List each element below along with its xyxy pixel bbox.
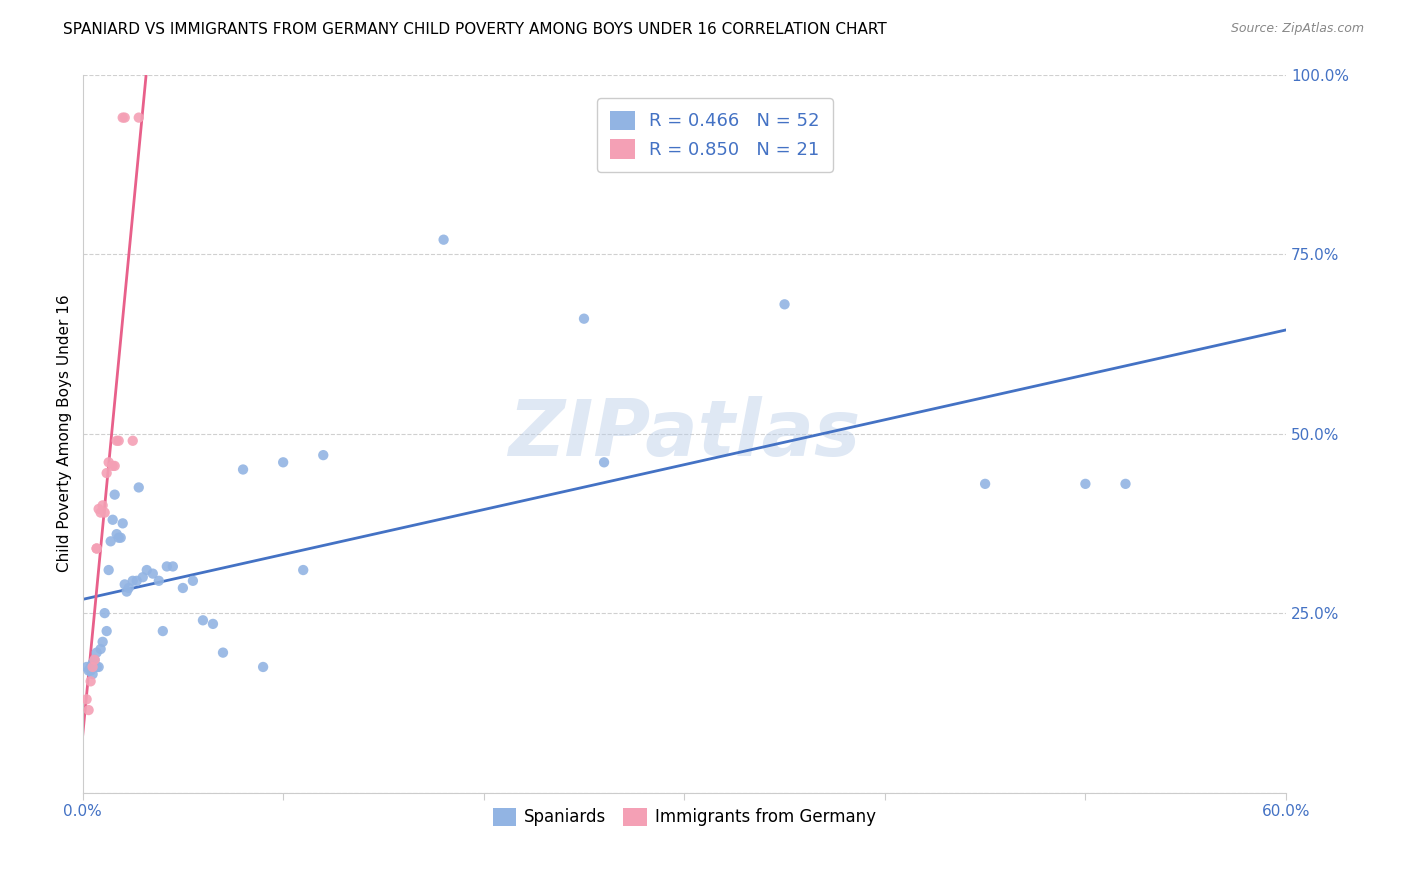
Point (87, 502, 110, 516)
Point (77, 703, 100, 717)
Point (114, 577, 136, 591)
Point (132, 570, 155, 584)
Point (86, 541, 108, 556)
Legend: Spaniards, Immigrants from Germany: Spaniards, Immigrants from Germany (484, 799, 884, 835)
Y-axis label: Child Poverty Among Boys Under 16: Child Poverty Among Boys Under 16 (58, 294, 72, 573)
Point (212, 646, 235, 660)
Point (1074, 476, 1097, 491)
Point (572, 311, 595, 326)
Point (312, 448, 335, 462)
Point (77, 664, 100, 678)
Point (101, 513, 124, 527)
Point (114, 111, 136, 125)
Point (162, 559, 184, 574)
Point (79, 664, 101, 678)
Point (142, 566, 165, 581)
Point (83, 653, 105, 667)
Point (128, 480, 150, 494)
Point (252, 660, 274, 674)
Point (76, 692, 98, 706)
Point (82, 657, 104, 671)
Point (86, 646, 108, 660)
Point (148, 574, 170, 588)
Point (128, 111, 150, 125)
Point (93, 506, 115, 520)
Point (93, 606, 115, 620)
Point (101, 458, 124, 473)
Point (292, 563, 315, 577)
Point (181, 574, 204, 588)
Point (110, 531, 132, 545)
Point (107, 531, 129, 545)
Point (152, 624, 174, 638)
Text: ZIPatlas: ZIPatlas (508, 395, 860, 472)
Point (156, 559, 179, 574)
Point (91, 635, 114, 649)
Point (115, 584, 138, 599)
Point (96, 466, 118, 480)
Point (111, 516, 134, 531)
Point (79, 660, 101, 674)
Point (76, 660, 98, 674)
Point (118, 581, 141, 595)
Point (121, 434, 143, 448)
Point (79, 674, 101, 689)
Point (87, 660, 110, 674)
Point (121, 574, 143, 588)
Point (82, 660, 104, 674)
Point (86, 541, 108, 556)
Text: SPANIARD VS IMMIGRANTS FROM GERMANY CHILD POVERTY AMONG BOYS UNDER 16 CORRELATIO: SPANIARD VS IMMIGRANTS FROM GERMANY CHIL… (63, 22, 887, 37)
Point (91, 499, 114, 513)
Point (90, 642, 112, 657)
Point (83, 653, 105, 667)
Point (125, 574, 148, 588)
Point (135, 563, 157, 577)
Point (111, 111, 134, 125)
Point (201, 616, 224, 631)
Point (105, 527, 128, 541)
Point (593, 455, 616, 469)
Point (107, 434, 129, 448)
Point (104, 488, 127, 502)
Point (82, 667, 104, 681)
Point (104, 458, 127, 473)
Point (773, 297, 796, 311)
Point (97, 563, 120, 577)
Point (232, 462, 254, 476)
Point (97, 455, 120, 469)
Point (86, 660, 108, 674)
Point (433, 233, 456, 247)
Point (172, 581, 194, 595)
Point (191, 613, 214, 627)
Point (105, 434, 128, 448)
Text: Source: ZipAtlas.com: Source: ZipAtlas.com (1230, 22, 1364, 36)
Point (974, 476, 997, 491)
Point (90, 506, 112, 520)
Point (100, 534, 122, 549)
Point (1115, 476, 1137, 491)
Point (96, 624, 118, 638)
Point (271, 455, 294, 469)
